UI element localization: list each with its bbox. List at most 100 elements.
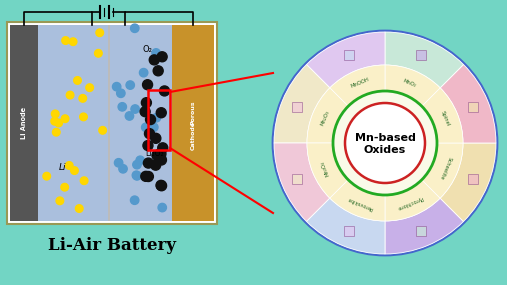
Circle shape — [158, 143, 168, 153]
Circle shape — [158, 203, 166, 212]
Circle shape — [133, 160, 141, 169]
Bar — [148, 90, 170, 150]
Circle shape — [156, 108, 166, 118]
Circle shape — [158, 154, 166, 162]
Circle shape — [144, 129, 155, 139]
Wedge shape — [385, 32, 463, 88]
Text: MnO₂: MnO₂ — [403, 78, 417, 88]
Bar — [468, 102, 478, 112]
Circle shape — [136, 156, 144, 164]
Wedge shape — [307, 32, 385, 88]
Bar — [416, 226, 426, 236]
Circle shape — [150, 123, 158, 131]
Bar — [7, 22, 217, 224]
Circle shape — [333, 91, 437, 195]
Circle shape — [157, 181, 167, 191]
Circle shape — [119, 165, 127, 173]
Circle shape — [132, 171, 140, 180]
Wedge shape — [385, 65, 440, 106]
Circle shape — [160, 86, 169, 96]
Circle shape — [157, 155, 166, 165]
Circle shape — [95, 50, 102, 57]
Circle shape — [69, 38, 77, 46]
Text: Scheelite: Scheelite — [438, 156, 452, 180]
Text: Mn₂O₃: Mn₂O₃ — [319, 110, 331, 127]
Circle shape — [130, 196, 139, 204]
Circle shape — [152, 49, 160, 57]
Text: Oxides: Oxides — [364, 145, 406, 155]
Circle shape — [143, 141, 153, 150]
Circle shape — [130, 24, 139, 32]
Wedge shape — [422, 88, 463, 143]
Circle shape — [131, 105, 139, 113]
Circle shape — [43, 172, 51, 180]
Wedge shape — [385, 198, 463, 254]
Circle shape — [152, 150, 162, 160]
Wedge shape — [330, 180, 385, 221]
Circle shape — [126, 81, 134, 89]
Circle shape — [141, 123, 150, 132]
Wedge shape — [274, 64, 330, 143]
Text: Perovskite: Perovskite — [346, 196, 374, 211]
Text: Mn₃O₄: Mn₃O₄ — [319, 160, 331, 176]
Circle shape — [66, 91, 74, 99]
Text: Li Anode: Li Anode — [21, 107, 27, 139]
Circle shape — [153, 66, 163, 76]
Circle shape — [115, 158, 123, 167]
Wedge shape — [307, 198, 385, 254]
Circle shape — [61, 115, 69, 123]
Circle shape — [53, 129, 60, 136]
Bar — [38, 25, 108, 221]
Text: MnOOH: MnOOH — [350, 77, 370, 89]
Bar — [10, 25, 38, 221]
Wedge shape — [274, 143, 330, 221]
Circle shape — [51, 117, 58, 125]
Circle shape — [125, 112, 134, 120]
Circle shape — [76, 205, 83, 212]
Circle shape — [147, 116, 155, 125]
Text: Porous: Porous — [191, 101, 196, 125]
Bar — [416, 50, 426, 60]
Circle shape — [156, 180, 166, 190]
Circle shape — [152, 113, 161, 122]
Wedge shape — [440, 64, 496, 143]
Wedge shape — [307, 143, 348, 198]
Circle shape — [61, 184, 68, 191]
Bar — [172, 25, 214, 221]
Circle shape — [146, 115, 156, 125]
Circle shape — [133, 172, 141, 180]
Circle shape — [118, 103, 126, 111]
Circle shape — [143, 158, 154, 168]
Bar — [468, 174, 478, 184]
Bar — [344, 226, 354, 236]
Circle shape — [141, 98, 152, 108]
Wedge shape — [422, 143, 463, 198]
Circle shape — [345, 103, 425, 183]
Circle shape — [142, 80, 153, 90]
Circle shape — [143, 172, 154, 182]
Circle shape — [139, 68, 148, 77]
Text: Mn-based: Mn-based — [354, 133, 415, 143]
Wedge shape — [385, 180, 440, 221]
Text: Li-Air Battery: Li-Air Battery — [48, 237, 176, 254]
Text: Li₂O₂: Li₂O₂ — [146, 149, 164, 158]
Circle shape — [99, 127, 106, 134]
Bar — [292, 174, 302, 184]
Circle shape — [80, 177, 88, 184]
Circle shape — [140, 107, 150, 117]
Circle shape — [273, 31, 497, 255]
Circle shape — [151, 133, 161, 143]
Text: Spinel: Spinel — [440, 110, 451, 127]
Circle shape — [117, 89, 125, 97]
Circle shape — [74, 77, 81, 84]
Circle shape — [96, 29, 103, 36]
Circle shape — [151, 160, 161, 170]
Circle shape — [149, 55, 159, 65]
Circle shape — [55, 119, 62, 127]
Circle shape — [62, 37, 69, 44]
Wedge shape — [440, 143, 496, 221]
Bar — [344, 50, 354, 60]
Circle shape — [157, 52, 167, 62]
Circle shape — [141, 171, 151, 181]
Text: Pyrochlore: Pyrochlore — [396, 196, 424, 211]
